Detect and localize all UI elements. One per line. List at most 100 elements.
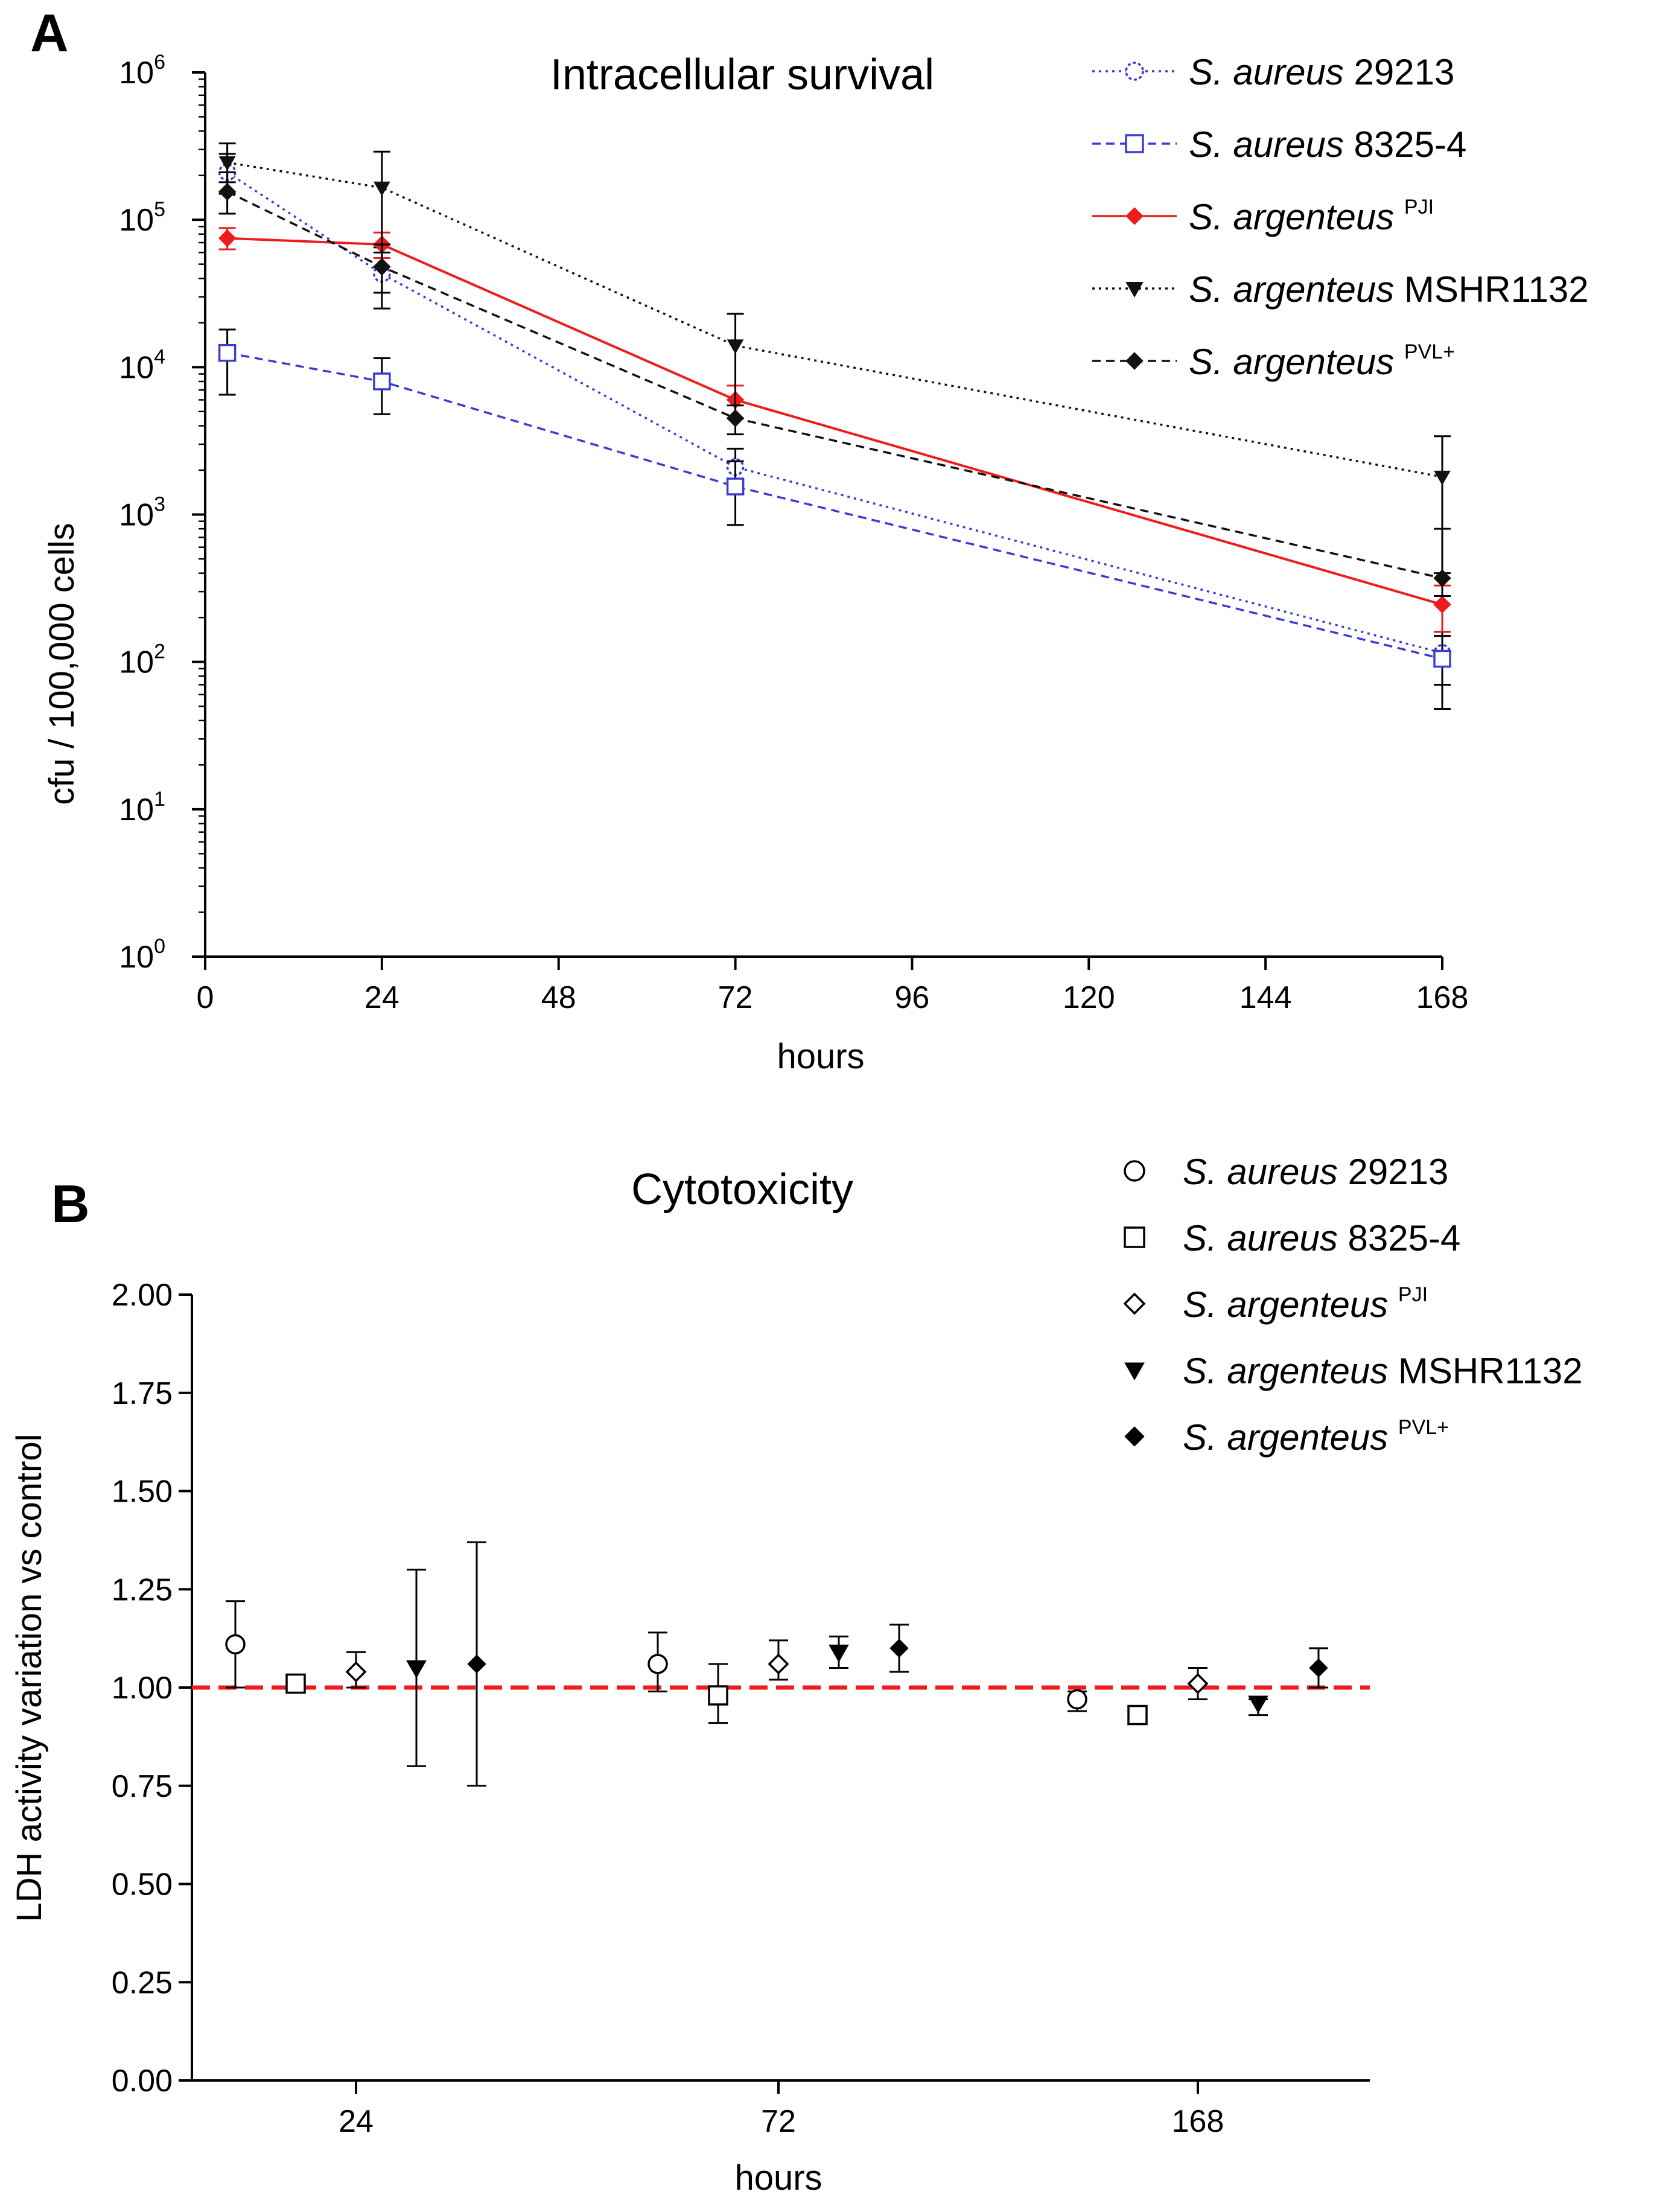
- panel-b-data-point: [648, 1654, 668, 1674]
- panel-b-legend-label: S. aureus 8325-4: [1183, 1218, 1460, 1258]
- panel-b-data-point: [225, 1634, 246, 1655]
- panel-b-data-point: [406, 1660, 427, 1678]
- panel-b-legend-species: S. aureus: [1183, 1152, 1338, 1192]
- panel-a-legend-strain: 8325-4: [1344, 124, 1467, 165]
- panel-a-series-1: [218, 328, 1451, 710]
- panel-b-series-3: [406, 1569, 1268, 1767]
- panel-a-legend-marker: [1125, 207, 1144, 225]
- panel-a-y-tick-base: 10: [119, 203, 154, 238]
- panel-a-y-tick-label: 105: [119, 198, 165, 238]
- panel-a-y-tick-label: 100: [119, 935, 165, 975]
- panel-a-data-point: [726, 477, 745, 496]
- panel-a-series-line: [227, 237, 1443, 606]
- panel-a-y-tick-base: 10: [119, 498, 154, 533]
- panel-a-x-tick-label: 24: [364, 980, 399, 1015]
- panel-a-legend-species: S. argenteus: [1189, 197, 1394, 237]
- panel-b-y-tick-label: 1.75: [112, 1376, 173, 1411]
- panel-b-legend: S. aureus 29213 S. aureus 8325-4 S. argent…: [1123, 1152, 1583, 1458]
- panel-b-legend-species: S. argenteus: [1183, 1284, 1388, 1325]
- panel-b-legend-item-3: S. argenteus MSHR1132: [1124, 1351, 1583, 1391]
- panel-b-data-point: [345, 1661, 367, 1683]
- panel-a-y-tick-exponent: 3: [154, 493, 165, 516]
- panel-a-data-point: [726, 409, 745, 427]
- panel-a-data-point: [1433, 649, 1451, 668]
- panel-a-x-tick-label: 168: [1416, 980, 1469, 1015]
- panel-a-data-point: [727, 339, 744, 354]
- panel-b-legend-label: S. argenteus PVL+: [1183, 1416, 1449, 1458]
- panel-a-legend-item-1: S. aureus 8325-4: [1092, 124, 1466, 165]
- panel-a-y-tick-exponent: 2: [154, 640, 165, 663]
- panel-b-legend-species: S. argenteus: [1183, 1351, 1388, 1391]
- panel-a-legend-label: S. aureus 8325-4: [1189, 124, 1466, 165]
- panel-a-y-tick-base: 10: [119, 792, 154, 827]
- panel-b-legend-item-4: S. argenteus PVL+: [1124, 1416, 1449, 1458]
- panel-a-data-point: [373, 258, 391, 276]
- panel-b-legend-label: S. argenteus PJI: [1183, 1283, 1428, 1325]
- panel-a-y-tick-base: 10: [119, 56, 154, 91]
- panel-a-data-point: [218, 343, 237, 362]
- panel-a-x-tick-label: 120: [1063, 980, 1115, 1015]
- panel-a-legend-item-3: S. argenteus MSHR1132: [1092, 269, 1589, 310]
- panel-a-y-tick-label: 103: [119, 493, 165, 533]
- panel-a-y-tick-label: 106: [119, 51, 165, 91]
- panel-b-series-0: [225, 1600, 1087, 1712]
- panel-b-x-tick-label: 168: [1172, 2104, 1224, 2139]
- panel-b-data-point: [1248, 1695, 1268, 1714]
- panel-a-legend-species: S. argenteus: [1189, 269, 1394, 310]
- panel-b-legend-marker: [1123, 1292, 1146, 1315]
- panel-b-series: [225, 1541, 1328, 1787]
- panel-b-y-tick-label: 0.25: [112, 1965, 173, 2000]
- panel-a-legend-marker: [1125, 62, 1144, 81]
- panel-b-legend-superscript: PVL+: [1398, 1416, 1449, 1439]
- panel-a-x-tick-label: 144: [1239, 980, 1292, 1015]
- panel-a-legend-marker: [1125, 352, 1144, 370]
- panel-a: A Intracellular survival hours cfu / 100…: [30, 3, 1589, 1076]
- panel-a-legend-label: S. argenteus MSHR1132: [1189, 269, 1589, 310]
- panel-a-y-axis-label: cfu / 100,000 cells: [42, 523, 81, 805]
- panel-a-y-tick-base: 10: [119, 350, 154, 385]
- panel-b-x-tick-label: 72: [761, 2104, 796, 2139]
- panel-b-x-tick-label: 24: [339, 2104, 374, 2139]
- panel-a-legend-species: S. aureus: [1189, 124, 1344, 165]
- panel-a-legend-space: [1394, 197, 1404, 237]
- panel-b-legend-marker: [1124, 1426, 1145, 1447]
- panel-b-data-point: [285, 1673, 306, 1694]
- panel-b-y-tick-label: 0.75: [112, 1769, 173, 1804]
- panel-b-legend-label: S. argenteus MSHR1132: [1183, 1351, 1583, 1391]
- panel-a-data-point: [218, 182, 237, 201]
- panel-b-legend-marker: [1124, 1160, 1145, 1182]
- panel-b-y-tick-label: 2.00: [112, 1278, 173, 1313]
- panel-b-data-point: [1127, 1704, 1148, 1726]
- panel-b-data-point: [768, 1653, 789, 1675]
- panel-a-data-point: [1434, 470, 1451, 486]
- panel-b-legend-marker: [1124, 1362, 1145, 1381]
- panel-a-legend-marker: [1125, 134, 1144, 153]
- panel-a-legend-species: S. argenteus: [1189, 342, 1394, 382]
- panel-a-data-point: [218, 156, 236, 171]
- panel-a-legend: S. aureus 29213 S. aureus 8325-4 S. argent…: [1092, 52, 1589, 382]
- panel-b-data-point: [889, 1639, 909, 1658]
- panel-b-legend-strain: MSHR1132: [1388, 1351, 1582, 1391]
- panel-b-data-point: [1067, 1689, 1087, 1710]
- panel-a-series-line: [226, 191, 1443, 579]
- panel-a-legend-label: S. argenteus PJI: [1189, 196, 1434, 237]
- panel-b-legend-label: S. aureus 29213: [1183, 1152, 1448, 1192]
- panel-a-series-line: [227, 351, 1443, 660]
- panel-a-y-tick-exponent: 5: [154, 198, 165, 221]
- panel-a-y-tick-label: 101: [119, 788, 165, 827]
- panel-b-y-tick-label: 0.00: [112, 2064, 173, 2099]
- panel-a-series-4: [218, 171, 1451, 597]
- panel-b-legend-item-1: S. aureus 8325-4: [1124, 1218, 1460, 1258]
- panel-b-x-axis-label: hours: [734, 2158, 822, 2198]
- panel-b-y-tick-label: 0.50: [112, 1867, 173, 1902]
- panel-a-letter: A: [30, 3, 69, 63]
- panel-a-y-tick-exponent: 6: [154, 51, 165, 74]
- panel-a-series-line: [227, 161, 1443, 478]
- panel-a-title: Intracellular survival: [550, 51, 934, 99]
- panel-a-legend-marker: [1125, 282, 1144, 298]
- panel-b-legend-space: [1388, 1284, 1398, 1325]
- panel-a-legend-item-0: S. aureus 29213: [1092, 52, 1454, 92]
- panel-b-y-tick-label: 1.25: [112, 1572, 173, 1607]
- panel-a-legend-item-4: S. argenteus PVL+: [1092, 340, 1455, 382]
